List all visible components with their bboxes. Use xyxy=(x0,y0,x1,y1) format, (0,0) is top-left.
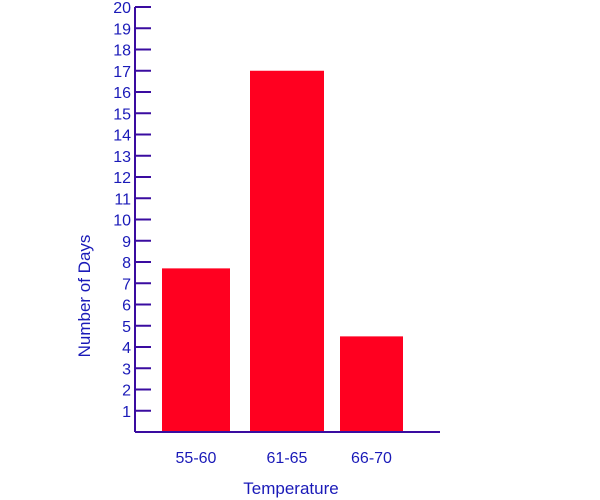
x-tick-label-66-70: 66-70 xyxy=(351,450,392,467)
y-axis-title: Number of Days xyxy=(75,235,94,358)
bar-55-60 xyxy=(162,268,230,432)
y-tick-label-16: 16 xyxy=(113,85,131,102)
y-tick-label-6: 6 xyxy=(122,298,131,315)
y-tick-label-11: 11 xyxy=(114,191,131,208)
y-tick-label-10: 10 xyxy=(113,213,131,230)
y-tick-label-17: 17 xyxy=(113,64,131,81)
x-tick-label-61-65: 61-65 xyxy=(267,450,308,467)
bars xyxy=(162,70,403,432)
y-tick-label-14: 14 xyxy=(113,128,131,145)
y-tick-label-8: 8 xyxy=(122,255,131,272)
y-tick-label-9: 9 xyxy=(122,234,131,251)
bar-66-70 xyxy=(340,336,403,432)
y-tick-label-7: 7 xyxy=(122,276,131,293)
y-tick-label-3: 3 xyxy=(122,361,131,378)
y-tick-label-2: 2 xyxy=(122,383,131,400)
y-tick-label-19: 19 xyxy=(113,21,131,38)
y-tick-label-5: 5 xyxy=(122,319,131,336)
y-tick-label-18: 18 xyxy=(113,43,131,60)
bar-61-65 xyxy=(250,70,324,432)
y-tick-label-13: 13 xyxy=(113,149,131,166)
y-tick-label-1: 1 xyxy=(122,404,131,421)
y-tick-label-12: 12 xyxy=(113,170,131,187)
y-tick-label-15: 15 xyxy=(113,106,131,123)
x-axis-tick-labels: 55-60 61-65 66-70 xyxy=(176,450,393,467)
y-tick-label-20: 20 xyxy=(113,0,131,17)
x-tick-label-55-60: 55-60 xyxy=(176,450,217,467)
x-axis-title: Temperature xyxy=(243,479,338,498)
y-tick-label-4: 4 xyxy=(122,340,131,357)
